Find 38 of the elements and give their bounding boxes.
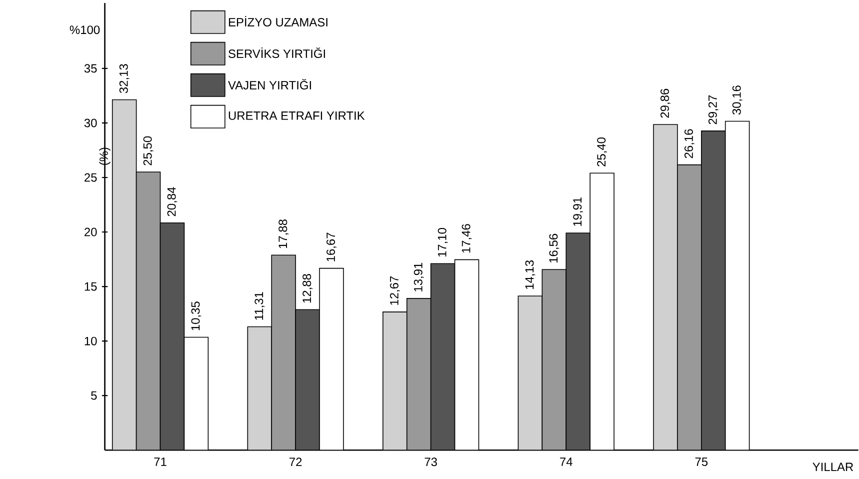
x-tick-label: 75 bbox=[695, 458, 708, 466]
y-tick-label: 35 bbox=[84, 64, 97, 73]
data-label: 17,88 bbox=[278, 219, 289, 248]
data-label: 16,67 bbox=[326, 232, 336, 262]
legend-label: URETRA ETRAFI YIRTIK bbox=[228, 112, 365, 120]
data-label: 20,84 bbox=[167, 187, 178, 216]
y-tick-label: 10 bbox=[84, 336, 97, 346]
y-tick-label: 25 bbox=[84, 173, 97, 182]
y-tick-label: 15 bbox=[84, 282, 97, 291]
x-axis-title: YILLAR bbox=[812, 462, 854, 472]
legend-label: SERVİKS YIRTIĞI bbox=[228, 47, 325, 58]
y-tick-label: 30 bbox=[84, 118, 97, 128]
legend-label: EPİZYO UZAMASI bbox=[228, 16, 328, 26]
data-label: 29,27 bbox=[708, 95, 718, 124]
data-label: 16,56 bbox=[549, 234, 560, 262]
data-label: 30,16 bbox=[732, 86, 742, 115]
text: %100 bbox=[70, 26, 100, 34]
data-label: 32,13 bbox=[119, 64, 130, 94]
y-tick-label: 5 bbox=[91, 391, 97, 400]
x-tick-label: 74 bbox=[560, 458, 572, 466]
data-label: 25,50 bbox=[143, 136, 154, 166]
y-tick-label: 20 bbox=[84, 228, 97, 236]
data-label: 26,16 bbox=[684, 129, 694, 158]
data-label: 11,31 bbox=[254, 292, 265, 320]
data-label: 17,46 bbox=[462, 224, 472, 253]
x-tick-label: 71 bbox=[154, 458, 166, 466]
data-label: 17,10 bbox=[438, 228, 448, 257]
legend-label: VAJEN YIRTIĞI bbox=[228, 78, 311, 90]
x-tick-label: 73 bbox=[424, 458, 437, 466]
data-label: 13,91 bbox=[414, 262, 424, 292]
data-label: 25,40 bbox=[597, 137, 607, 166]
data-label: 12,88 bbox=[302, 274, 312, 303]
data-label: 12,67 bbox=[390, 276, 400, 305]
data-label: 29,86 bbox=[660, 88, 670, 118]
data-label: 10,35 bbox=[191, 302, 202, 330]
data-label: 19,91 bbox=[573, 197, 584, 226]
data-label: 14,13 bbox=[525, 260, 536, 289]
x-tick-label: 72 bbox=[290, 458, 302, 466]
